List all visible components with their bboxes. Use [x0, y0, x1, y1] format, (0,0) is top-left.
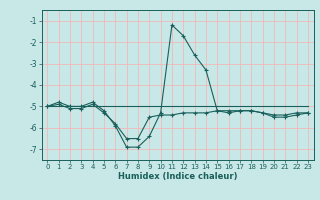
X-axis label: Humidex (Indice chaleur): Humidex (Indice chaleur)	[118, 172, 237, 181]
